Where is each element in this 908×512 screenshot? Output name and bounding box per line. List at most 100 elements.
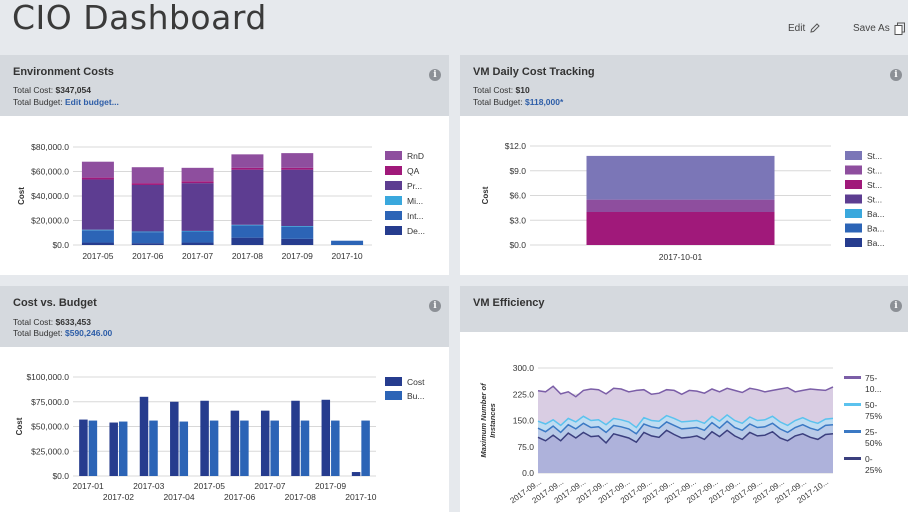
info-icon[interactable]: i bbox=[429, 300, 441, 312]
copy-icon bbox=[894, 22, 905, 35]
y-tick-label: 300.0 bbox=[513, 363, 535, 373]
y-axis-label: Cost bbox=[481, 186, 490, 204]
bar bbox=[109, 422, 118, 476]
bar-segment bbox=[131, 167, 164, 184]
bar-segment bbox=[81, 242, 114, 245]
bar-segment bbox=[231, 169, 264, 225]
bar-segment bbox=[281, 167, 314, 170]
environment-costs-panel: Environment Costs Total Cost: $347,054 T… bbox=[0, 55, 449, 275]
bar-segment bbox=[181, 183, 214, 231]
bar-segment bbox=[586, 212, 775, 245]
x-tick-label: 2017-03 bbox=[133, 481, 164, 491]
environment-costs-chart: $0.0 $20,000.0 $40,000.0 $60,000.0 $80,000.0… bbox=[17, 142, 425, 261]
bar-segment bbox=[181, 181, 214, 184]
legend-label: 50% bbox=[865, 438, 882, 448]
y-axis-label: Cost bbox=[17, 187, 26, 205]
y-tick-label: 75.0 bbox=[517, 442, 534, 452]
bar-segment bbox=[131, 231, 164, 233]
bar-segment bbox=[81, 177, 114, 180]
legend-swatch bbox=[385, 196, 402, 205]
x-tick-label: 2017-10 bbox=[345, 492, 376, 502]
edit-label: Edit bbox=[788, 22, 806, 34]
total-budget-value[interactable]: $590,246.00 bbox=[65, 328, 113, 338]
info-icon[interactable]: i bbox=[890, 300, 902, 312]
y-tick-label: 150.0 bbox=[513, 416, 535, 426]
x-tick-label: 2017-07 bbox=[182, 251, 213, 261]
edit-budget-link[interactable]: Edit budget... bbox=[65, 97, 119, 107]
legend-label: St... bbox=[867, 151, 882, 161]
panel-title: VM Efficiency bbox=[473, 297, 545, 309]
bar bbox=[79, 419, 88, 476]
bar bbox=[230, 410, 240, 476]
bar-segment bbox=[231, 237, 264, 245]
series-line bbox=[537, 413, 834, 429]
x-tick-label: 2017-01 bbox=[73, 481, 104, 491]
bar-segment bbox=[231, 167, 264, 170]
legend-swatch bbox=[385, 391, 402, 400]
bar-segment bbox=[131, 243, 164, 245]
x-tick-label: 2017-05 bbox=[82, 251, 113, 261]
bar-segment bbox=[131, 232, 164, 244]
total-budget-value[interactable]: $118,000* bbox=[525, 97, 564, 107]
y-tick-label: $100,000.0 bbox=[26, 372, 69, 382]
x-tick-label: 2017-07 bbox=[254, 481, 285, 491]
bar-segment bbox=[331, 240, 364, 245]
legend-swatch bbox=[385, 377, 402, 386]
legend-swatch bbox=[844, 376, 861, 379]
legend-swatch bbox=[844, 457, 861, 460]
legend-label: Mi... bbox=[407, 196, 423, 206]
legend-swatch bbox=[385, 211, 402, 220]
legend-swatch bbox=[845, 151, 862, 160]
bar bbox=[149, 420, 158, 476]
vm-efficiency-chart: 0.0 75.0 150.0 225.0 300.0 Maximum Number of I… bbox=[479, 363, 882, 505]
legend-swatch bbox=[845, 223, 862, 233]
vm-efficiency-panel: VM Efficiency i 0.0 75.0 150.0 225.0 300.0 Ma… bbox=[460, 286, 908, 512]
page-title: CIO Dashboard bbox=[12, 0, 267, 37]
total-budget: Total Budget: $118,000* bbox=[473, 97, 564, 107]
edit-button[interactable]: Edit bbox=[788, 22, 821, 34]
panel-title: VM Daily Cost Tracking bbox=[473, 66, 595, 78]
legend-swatch bbox=[845, 194, 862, 204]
bar-segment bbox=[81, 229, 114, 231]
y-tick-label: $3.0 bbox=[509, 215, 526, 225]
series-line bbox=[537, 385, 834, 398]
info-icon[interactable]: i bbox=[890, 69, 902, 81]
bar bbox=[118, 421, 128, 476]
legend-label: 50- bbox=[865, 400, 877, 410]
bar-segment bbox=[81, 161, 114, 178]
bar bbox=[139, 396, 149, 476]
info-icon[interactable]: i bbox=[429, 69, 441, 81]
legend-swatch bbox=[845, 238, 862, 247]
legend-label: 10... bbox=[865, 384, 882, 394]
total-cost: Total Cost: $10 bbox=[473, 85, 530, 95]
bar bbox=[170, 401, 179, 476]
bar-segment bbox=[281, 226, 314, 227]
legend-label: Ba... bbox=[867, 209, 884, 219]
x-tick-label: 2017-10 bbox=[331, 251, 362, 261]
x-tick-label: 2017-09 bbox=[282, 251, 313, 261]
total-budget: Total Budget: $590,246.00 bbox=[13, 328, 113, 338]
y-tick-label: $50,000.0 bbox=[31, 422, 69, 432]
save-as-label: Save As bbox=[853, 23, 890, 34]
save-as-button[interactable]: Save As bbox=[853, 22, 906, 35]
y-tick-label: $80,000.0 bbox=[31, 142, 69, 152]
legend-swatch bbox=[845, 209, 862, 218]
bar-segment bbox=[181, 231, 214, 243]
bar-segment bbox=[81, 230, 114, 243]
bar bbox=[331, 420, 340, 476]
bar-segment bbox=[231, 224, 264, 226]
bar-segment bbox=[231, 225, 264, 238]
legend-swatch bbox=[845, 165, 862, 175]
legend-swatch bbox=[844, 430, 861, 433]
y-tick-label: $25,000.0 bbox=[31, 446, 69, 456]
x-tick-label: 2017-09 bbox=[315, 481, 346, 491]
legend-label: QA bbox=[407, 166, 420, 176]
legend-label: Ba... bbox=[867, 224, 884, 234]
cost-vs-budget-chart: $0.0 $25,000.0 $50,000.0 $75,000.0 $100,000.… bbox=[15, 372, 425, 502]
y-axis-label: Cost bbox=[15, 417, 24, 435]
legend-swatch bbox=[844, 403, 861, 406]
bar-segment bbox=[231, 154, 264, 168]
legend-label: Pr... bbox=[407, 181, 422, 191]
bar-segment bbox=[281, 238, 314, 245]
legend-label: St... bbox=[867, 166, 882, 176]
